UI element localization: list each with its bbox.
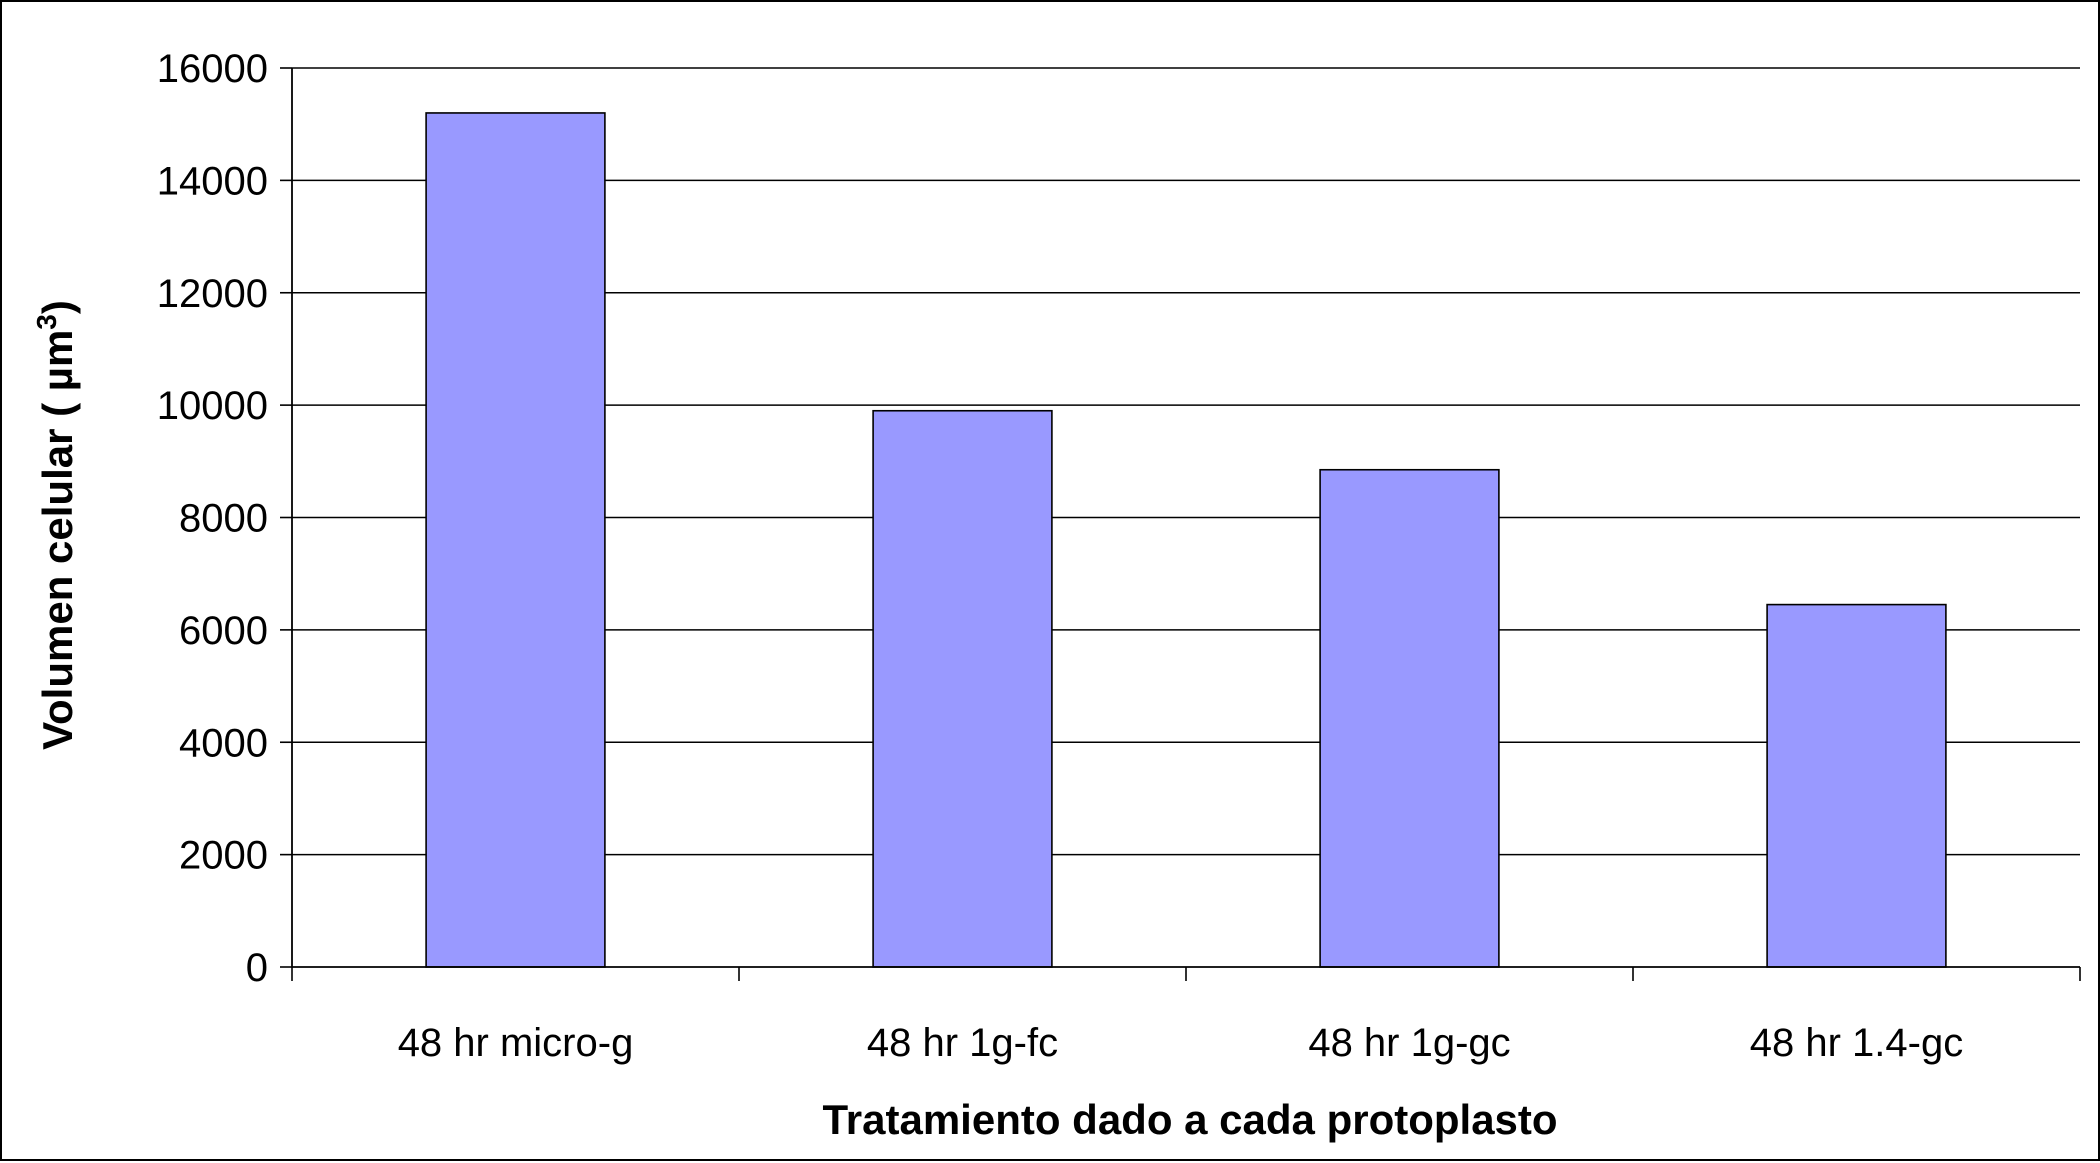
bar [425,112,606,968]
y-axis-title: Volumen celular ( µm3) [31,300,81,750]
bars [425,112,1947,968]
y-tick-label: 16000 [157,47,268,91]
y-tick-label: 12000 [157,272,268,316]
y-axis-title-suffix: ) [34,300,81,314]
y-tick-label: 2000 [179,834,268,878]
y-axis-title-text: Volumen celular ( µm [34,330,81,750]
x-tick-label: 48 hr micro-g [398,1021,634,1065]
x-tick-label: 48 hr 1g-fc [867,1021,1058,1065]
x-tick-labels: 48 hr micro-g 48 hr 1g-fc 48 hr 1g-gc 48 hr… [398,1021,1964,1065]
y-tick-label: 10000 [157,384,268,428]
x-axis-title: Tratamiento dado a cada protoplasto [822,1096,1557,1143]
bar [1319,468,1500,968]
bar [1766,603,1947,968]
y-tick-label: 14000 [157,159,268,203]
axes [280,67,2081,981]
x-tick-label: 48 hr 1g-gc [1308,1021,1510,1065]
y-tick-label: 0 [246,946,268,990]
y-axis-title-superscript: 3 [31,314,62,330]
y-tick-label: 6000 [179,609,268,653]
y-tick-label: 4000 [179,721,268,765]
x-tick-label: 48 hr 1.4-gc [1750,1021,1963,1065]
y-tick-label: 8000 [179,497,268,541]
y-tick-labels: 0 2000 4000 6000 8000 10000 12000 14000 16000 [157,47,268,990]
bar [872,409,1053,968]
